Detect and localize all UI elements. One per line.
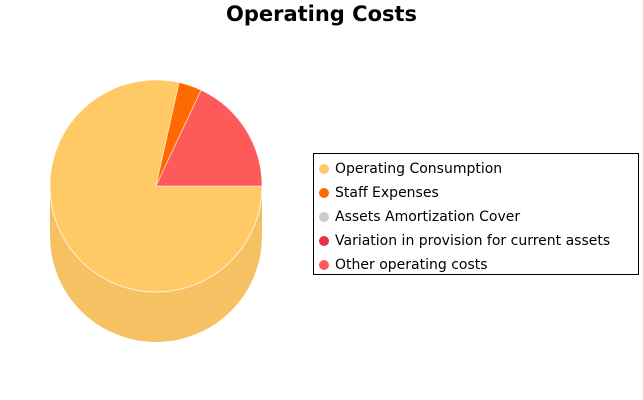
legend-swatch (319, 188, 329, 198)
pie-slice-4 (155, 89, 263, 187)
legend-label: Assets Amortization Cover (335, 209, 521, 225)
chart-title: Operating Costs (225, 2, 418, 26)
legend-swatch (319, 164, 329, 174)
legend-label: Operating Consumption (335, 161, 503, 177)
legend-item: Variation in provision for current asset… (319, 229, 638, 253)
legend-label: Variation in provision for current asset… (335, 233, 611, 249)
legend-item: Assets Amortization Cover (319, 205, 638, 229)
pie-side-0 (50, 186, 262, 342)
legend-item: Other operating costs (319, 253, 638, 277)
legend-item: Staff Expenses (319, 181, 638, 205)
legend-swatch (319, 212, 329, 222)
pie-rim (49, 185, 263, 293)
legend-item: Operating Consumption (319, 157, 638, 181)
legend-label: Other operating costs (335, 257, 488, 273)
legend-swatch (319, 260, 329, 270)
legend: Operating Consumption Staff Expenses Ass… (313, 153, 639, 275)
legend-swatch (319, 236, 329, 246)
legend-label: Staff Expenses (335, 185, 439, 201)
